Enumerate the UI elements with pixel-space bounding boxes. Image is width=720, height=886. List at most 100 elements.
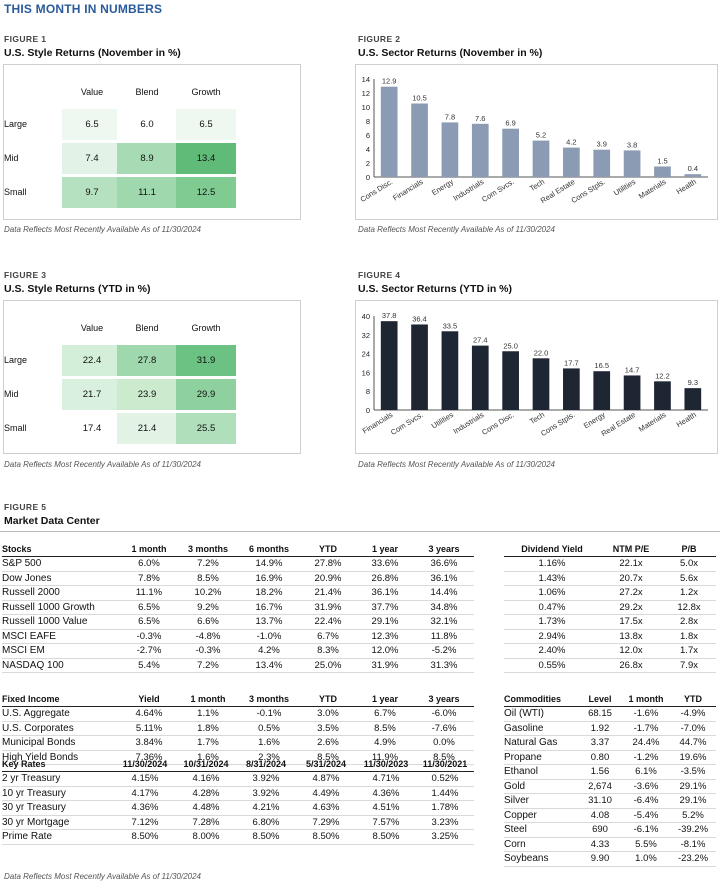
figure-5-divider (0, 531, 720, 532)
table-cell: 6.7% (356, 706, 414, 722)
table-cell: 12.0x (600, 643, 662, 659)
column-header: P/B (662, 542, 716, 557)
category-label: Real Estate (599, 410, 637, 438)
table-cell: 4.49% (296, 786, 356, 801)
table-row: Silver 31.10 -6.4% 29.1% (504, 793, 716, 809)
table-header-row: Dividend Yield NTM P/E P/B (504, 542, 716, 557)
table-cell: 11.1% (120, 585, 178, 601)
table-cell: 0.52% (416, 771, 474, 787)
table-row: 1.73% 17.5x 2.8x (504, 614, 716, 630)
table-row: Ethanol 1.56 6.1% -3.5% (504, 764, 716, 780)
grid-cell: 21.4 (117, 413, 177, 444)
row-header-0: Large (4, 355, 28, 365)
commodities-table: Commodities Level 1 month YTD Oil (WTI) 68.15… (504, 692, 716, 867)
table-row: 2.94% 13.8x 1.8x (504, 629, 716, 644)
data-label: 6.9 (505, 119, 515, 128)
table-cell: 1.8x (662, 629, 716, 644)
table-cell: Copper (504, 808, 578, 823)
table-cell: 12.3% (356, 629, 414, 644)
table-cell: 18.2% (238, 585, 300, 601)
table-cell: 2.40% (504, 643, 600, 659)
table-cell: 32.1% (414, 614, 474, 630)
column-header: 11/30/2021 (416, 757, 474, 772)
figure-4-title: U.S. Sector Returns (YTD in %) (358, 283, 513, 295)
table-cell: 37.7% (356, 600, 414, 615)
row-header-2: Small (4, 423, 27, 433)
table-cell: 5.5% (622, 837, 670, 852)
table-cell: -0.3% (120, 629, 178, 644)
table-cell: 10.2% (178, 585, 238, 601)
grid-cell: 23.9 (117, 379, 177, 410)
table-cell: Ethanol (504, 764, 578, 780)
table-cell: 7.8% (120, 571, 178, 586)
table-row: Natural Gas 3.37 24.4% 44.7% (504, 735, 716, 751)
table-row: 30 yr Mortgage 7.12% 7.28% 6.80% 7.29% 7.57% 3… (2, 815, 474, 830)
grid-cell: 25.5 (176, 413, 236, 444)
column-header: 8/31/2024 (236, 757, 296, 772)
data-label: 33.5 (443, 321, 458, 330)
bar (532, 358, 550, 410)
table-cell: Dow Jones (2, 571, 120, 586)
table-cell: 6.7% (300, 629, 356, 644)
figure-3-title: U.S. Style Returns (YTD in %) (4, 283, 151, 295)
table-cell: 8.50% (236, 829, 296, 845)
y-tick-label: 32 (362, 331, 370, 340)
table-cell: 4.08 (578, 808, 622, 823)
row-header-1: Mid (4, 389, 19, 399)
table-cell: 10 yr Treasury (2, 786, 114, 801)
table-cell: Propane (504, 750, 578, 765)
row-header-2: Small (4, 187, 27, 197)
table-cell: 1.6% (238, 735, 300, 751)
category-label: Com Svcs. (480, 177, 516, 204)
column-header: 11/30/2024 (114, 757, 176, 772)
table-cell: 1.73% (504, 614, 600, 630)
table-cell: 0.5% (238, 721, 300, 736)
table-row: Prime Rate 8.50% 8.00% 8.50% 8.50% 8.50% 3.25% (2, 829, 474, 845)
data-label: 12.9 (382, 77, 397, 86)
table-cell: 9.90 (578, 851, 622, 867)
table-cell: Russell 1000 Value (2, 614, 120, 630)
table-row: Propane 0.80 -1.2% 19.6% (504, 750, 716, 765)
table-cell: 7.2% (178, 556, 238, 572)
table-cell: 27.2x (600, 585, 662, 601)
table-header-row: Key Rates 11/30/2024 10/31/2024 8/31/2024 5/… (2, 757, 474, 772)
table-row: 1.16% 22.1x 5.0x (504, 556, 716, 572)
grid-cell: 8.9 (117, 143, 177, 174)
table-cell: 14.4% (414, 585, 474, 601)
data-label: 22.0 (534, 348, 549, 357)
table-row: Dow Jones 7.8% 8.5% 16.9% 20.9% 26.8% 36.1% (2, 571, 474, 586)
figure-2-label: FIGURE 2 (358, 34, 401, 44)
bar (593, 371, 611, 410)
grid-cell: 12.5 (176, 177, 236, 208)
table-cell: 2.8x (662, 614, 716, 630)
table-row: Soybeans 9.90 1.0% -23.2% (504, 851, 716, 867)
table-cell: 3.23% (416, 815, 474, 830)
table-cell: -39.2% (670, 822, 716, 838)
table-cell: 1.56 (578, 764, 622, 780)
table-cell: -0.1% (238, 706, 300, 722)
data-label: 0.4 (688, 164, 698, 173)
table-row: MSCI EAFE -0.3% -4.8% -1.0% 6.7% 12.3% 11.8% (2, 629, 474, 644)
data-label: 36.4 (412, 314, 427, 323)
table-row: Gasoline 1.92 -1.7% -7.0% (504, 721, 716, 736)
table-cell: 21.4% (300, 585, 356, 601)
grid-cell: 17.4 (62, 413, 122, 444)
table-cell: 2.6% (300, 735, 356, 751)
table-cell: Steel (504, 822, 578, 838)
category-label: Cons Disc. (359, 177, 395, 204)
category-label: Tech (528, 177, 546, 193)
column-header: 1 month (120, 542, 178, 557)
table-cell: -0.3% (178, 643, 238, 659)
table-cell: NASDAQ 100 (2, 658, 120, 673)
table-cell: 25.0% (300, 658, 356, 673)
key-rates-table: Key Rates 11/30/2024 10/31/2024 8/31/2024 5/… (2, 757, 474, 845)
bar (502, 128, 519, 177)
table-cell: Silver (504, 793, 578, 809)
bar (441, 331, 459, 410)
table-cell: 2,674 (578, 779, 622, 794)
dividend-table: Dividend Yield NTM P/E P/B 1.16% 22.1x 5.0x 1.… (504, 542, 716, 673)
table-cell: 7.12% (114, 815, 176, 830)
table-row: 10 yr Treasury 4.17% 4.28% 3.92% 4.49% 4.36% 1… (2, 786, 474, 801)
figure-4-label: FIGURE 4 (358, 270, 401, 280)
bar (623, 150, 641, 177)
